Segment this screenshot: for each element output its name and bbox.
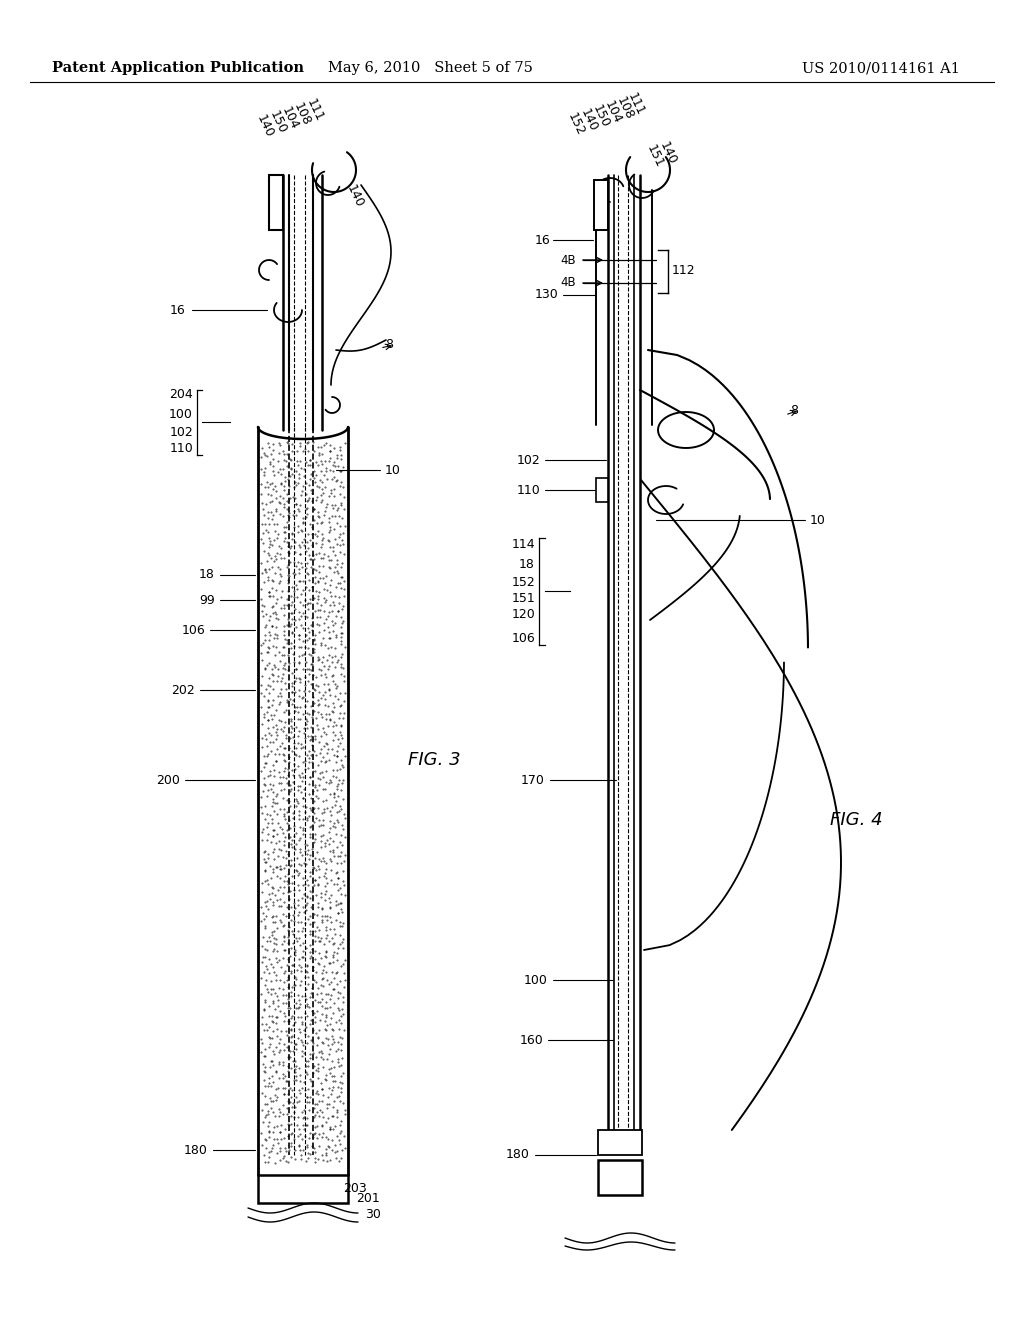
Text: 4B: 4B [560,253,575,267]
Text: 202: 202 [171,684,195,697]
Text: 170: 170 [521,774,545,787]
Text: 111: 111 [625,91,647,117]
Text: 4B: 4B [560,276,575,289]
Text: Patent Application Publication: Patent Application Publication [52,61,304,75]
Text: May 6, 2010   Sheet 5 of 75: May 6, 2010 Sheet 5 of 75 [328,61,532,75]
Text: 18: 18 [519,558,535,572]
Text: 106: 106 [511,631,535,644]
Text: FIG. 4: FIG. 4 [830,810,883,829]
Text: 120: 120 [511,609,535,622]
Text: 160: 160 [519,1034,543,1047]
Text: 140: 140 [344,183,366,210]
Text: 204: 204 [169,388,193,401]
Text: 111: 111 [304,98,326,124]
Text: 102: 102 [169,425,193,438]
Bar [258,1175,348,1203]
Text: 114: 114 [511,539,535,552]
Text: FIG. 3: FIG. 3 [408,751,461,770]
Text: 10: 10 [810,513,826,527]
Text: 108: 108 [291,100,313,128]
Text: US 2010/0114161 A1: US 2010/0114161 A1 [802,61,961,75]
Bar [594,180,608,230]
Text: 140: 140 [579,107,600,135]
Text: 104: 104 [280,106,301,132]
Text: 106: 106 [181,623,205,636]
Text: 102: 102 [516,454,540,466]
Text: 203: 203 [343,1181,367,1195]
Bar [269,176,283,230]
Text: 8: 8 [790,404,798,417]
Text: 110: 110 [169,441,193,454]
Bar [598,1130,642,1155]
Text: 150: 150 [590,103,612,129]
Text: 151: 151 [644,143,666,170]
Text: 100: 100 [524,974,548,986]
Text: 100: 100 [169,408,193,421]
Text: 99: 99 [200,594,215,606]
Text: 200: 200 [156,774,180,787]
Text: 140: 140 [254,114,275,140]
Bar [596,478,608,502]
Text: 8: 8 [385,338,393,351]
Text: 152: 152 [511,576,535,589]
Text: 10: 10 [385,463,400,477]
Text: 112: 112 [672,264,695,277]
Text: 130: 130 [535,289,558,301]
Text: 16: 16 [169,304,185,317]
Text: 150: 150 [267,108,289,136]
Text: 30: 30 [365,1209,381,1221]
Text: 104: 104 [602,99,624,125]
Text: 16: 16 [535,234,550,247]
Text: 180: 180 [506,1148,530,1162]
Text: 201: 201 [356,1192,380,1205]
Text: 151: 151 [511,591,535,605]
Text: 152: 152 [565,111,587,139]
Bar [598,1160,642,1195]
Text: 140: 140 [657,140,679,168]
Text: 180: 180 [184,1143,208,1156]
Text: 110: 110 [516,483,540,496]
Text: 108: 108 [614,95,636,121]
Text: 18: 18 [199,569,215,582]
